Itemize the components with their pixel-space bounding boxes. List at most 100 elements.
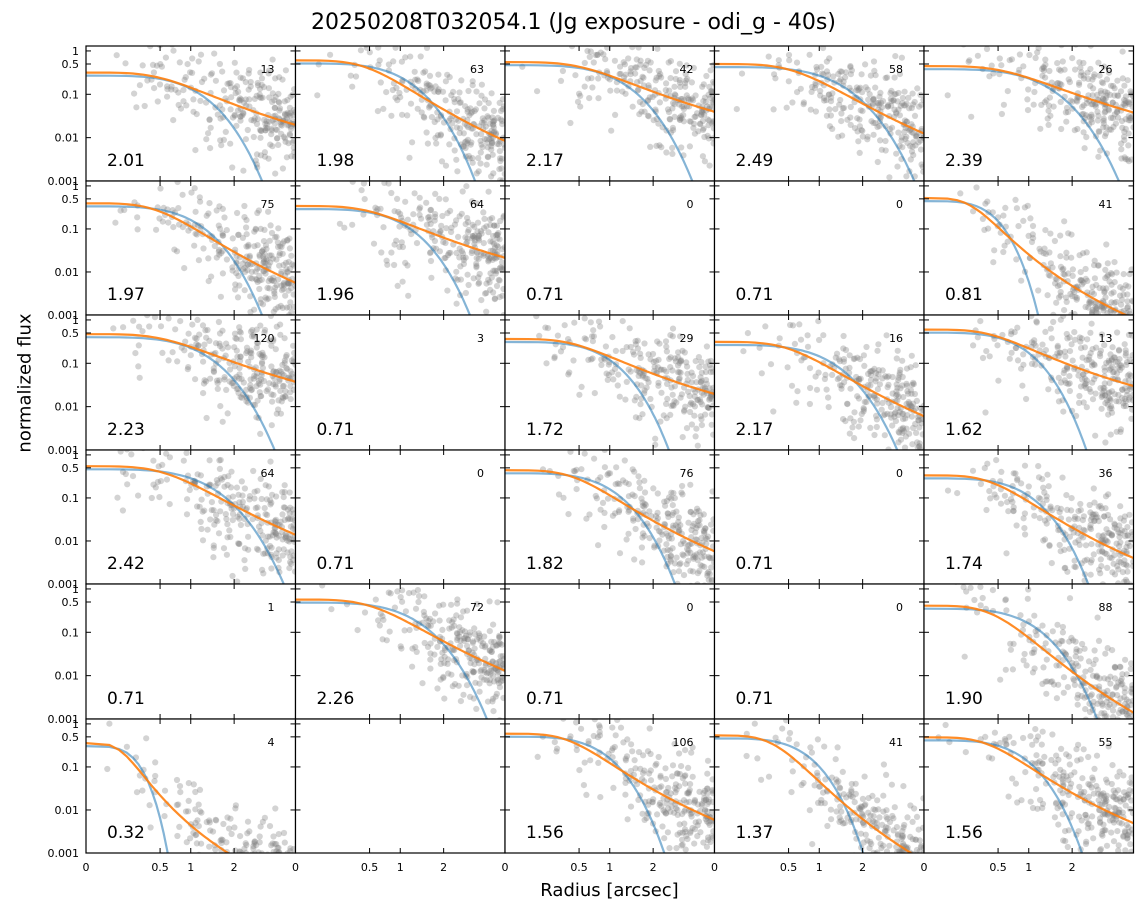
data-point (1016, 66, 1023, 73)
data-point (262, 270, 269, 277)
data-point (489, 139, 496, 146)
data-point (215, 318, 222, 326)
data-point (1046, 542, 1053, 549)
data-point (671, 495, 678, 502)
data-point (284, 109, 291, 116)
data-point (1058, 125, 1065, 133)
data-point (587, 48, 594, 55)
data-point (263, 388, 270, 395)
data-point (260, 570, 267, 577)
data-point (227, 533, 234, 541)
data-point (844, 400, 851, 407)
data-point (1070, 529, 1077, 536)
data-point (832, 106, 839, 113)
data-point (222, 352, 229, 359)
data-point (1010, 508, 1017, 515)
data-point (590, 327, 597, 334)
data-point (694, 396, 701, 403)
panel-background (505, 181, 715, 315)
data-point (485, 188, 492, 195)
data-point (1071, 557, 1078, 564)
data-point (192, 376, 199, 383)
data-point (1121, 513, 1128, 520)
data-point (397, 643, 404, 650)
data-point (817, 87, 824, 95)
data-point (1055, 353, 1062, 360)
data-point (496, 277, 503, 284)
data-point (1119, 708, 1126, 715)
data-point (233, 373, 240, 380)
data-point (1105, 390, 1112, 397)
data-point (677, 522, 684, 529)
data-point (1063, 254, 1070, 261)
data-point (1074, 125, 1081, 133)
data-point (1101, 380, 1108, 387)
data-point (878, 146, 885, 153)
data-point (275, 304, 282, 311)
data-point (427, 220, 434, 227)
data-point (918, 416, 924, 423)
data-point (1119, 569, 1126, 576)
data-point (1114, 92, 1121, 99)
moffat-fit-line (86, 71, 296, 126)
data-point (1109, 691, 1116, 698)
data-point (287, 383, 294, 390)
data-point (1102, 439, 1109, 446)
data-point (489, 118, 496, 125)
data-point (1110, 713, 1117, 719)
data-point (471, 237, 478, 244)
data-point (483, 308, 490, 315)
data-point (453, 249, 460, 257)
data-point (1060, 408, 1067, 415)
data-point (289, 370, 296, 377)
data-point (273, 369, 280, 376)
data-point (414, 105, 421, 112)
data-point (639, 559, 646, 566)
data-point (690, 555, 697, 562)
data-point (895, 439, 902, 446)
data-point (642, 61, 650, 68)
data-point (183, 450, 190, 456)
data-point (272, 284, 279, 291)
data-point (488, 140, 496, 147)
data-point (663, 541, 670, 548)
data-point (1014, 357, 1022, 364)
data-point (709, 99, 715, 106)
data-point (570, 357, 577, 364)
data-point (859, 127, 866, 134)
data-point (851, 125, 859, 132)
data-point (236, 282, 243, 289)
data-point (983, 46, 991, 53)
data-point (1121, 385, 1129, 392)
data-point (456, 213, 463, 220)
data-point (238, 96, 245, 103)
data-point (491, 267, 499, 274)
data-point (820, 46, 827, 52)
data-point (243, 224, 250, 231)
data-point (1116, 709, 1123, 717)
data-point (458, 248, 465, 255)
data-point (679, 482, 686, 490)
data-point (413, 648, 420, 656)
data-point (1089, 396, 1097, 403)
data-point (1097, 147, 1104, 154)
fwhm-label: 0.71 (317, 420, 355, 440)
data-point (913, 133, 920, 140)
data-point (358, 187, 365, 194)
data-point (651, 363, 658, 371)
data-point (486, 216, 493, 223)
data-point (617, 63, 624, 70)
data-point (609, 334, 616, 341)
data-point (900, 102, 908, 109)
data-point (409, 663, 416, 670)
fwhm-label: 0.71 (317, 554, 355, 574)
data-point (217, 115, 224, 122)
data-point (598, 356, 605, 363)
data-point (231, 112, 238, 119)
data-point (846, 364, 853, 371)
data-point (1071, 516, 1078, 523)
data-point (195, 257, 202, 264)
data-point (1061, 565, 1068, 572)
data-point (245, 533, 252, 540)
data-point (970, 208, 977, 215)
